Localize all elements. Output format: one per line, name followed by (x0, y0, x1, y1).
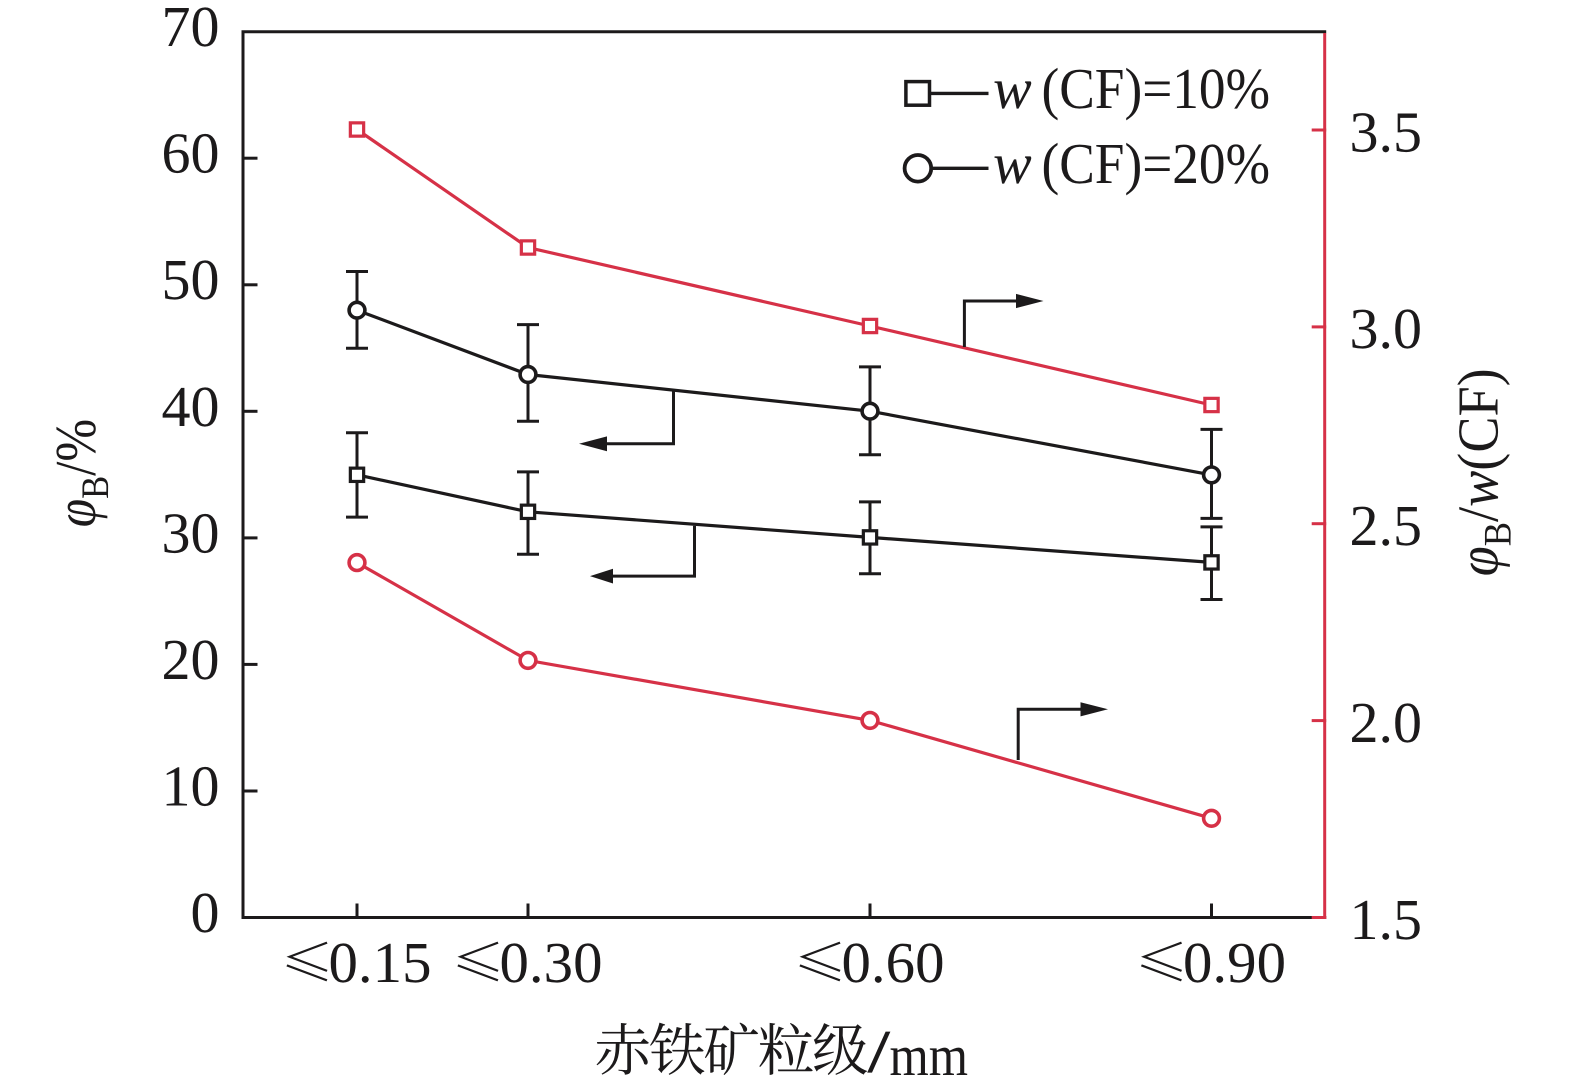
svg-text:20: 20 (162, 627, 220, 692)
svg-text:2.5: 2.5 (1350, 493, 1423, 558)
svg-text:0.60: 0.60 (842, 930, 945, 995)
svg-text:50: 50 (162, 247, 220, 312)
svg-text:2.0: 2.0 (1350, 690, 1423, 755)
svg-text:0.30: 0.30 (500, 930, 603, 995)
svg-text:(CF)=10%: (CF)=10% (1042, 56, 1271, 121)
svg-text:70: 70 (162, 0, 220, 59)
svg-text:0.15: 0.15 (329, 930, 432, 995)
svg-text:0.90: 0.90 (1183, 930, 1286, 995)
svg-text:w: w (993, 131, 1032, 196)
svg-text:φB/%: φB/% (43, 419, 117, 528)
svg-text:(CF)=20%: (CF)=20% (1042, 131, 1271, 196)
svg-text:60: 60 (162, 121, 220, 186)
svg-text:1.5: 1.5 (1350, 887, 1423, 952)
svg-text:3.0: 3.0 (1350, 296, 1423, 361)
svg-text:mm: mm (890, 1023, 969, 1088)
svg-text:30: 30 (162, 500, 220, 565)
svg-text:40: 40 (162, 374, 220, 439)
svg-text:w: w (993, 56, 1032, 121)
svg-text:10: 10 (162, 754, 220, 819)
svg-text:3.5: 3.5 (1350, 99, 1423, 164)
svg-text:0: 0 (191, 880, 220, 945)
